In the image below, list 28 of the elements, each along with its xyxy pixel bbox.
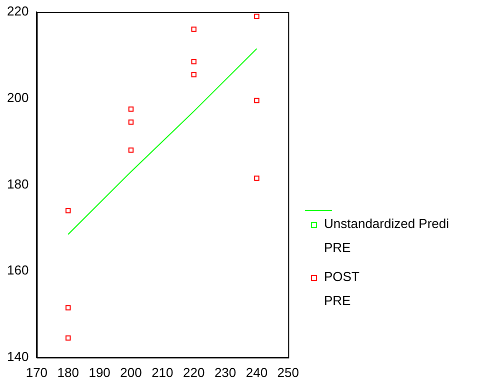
point bbox=[191, 72, 196, 78]
legend-label: POST PRE bbox=[324, 268, 360, 310]
point bbox=[191, 59, 196, 64]
point bbox=[66, 305, 71, 310]
y-tick-label: 180 bbox=[6, 176, 29, 192]
y-tick-label: 220 bbox=[6, 4, 29, 19]
y-tick-label: 160 bbox=[6, 262, 29, 278]
x-tick-label: 240 bbox=[246, 364, 268, 380]
point bbox=[254, 98, 260, 104]
point bbox=[191, 26, 196, 32]
x-tick-label: 250 bbox=[277, 364, 300, 380]
legend-label: Unstandardized Predi PRE bbox=[324, 215, 450, 257]
point bbox=[66, 208, 71, 214]
x-tick-label: 200 bbox=[120, 364, 142, 380]
point bbox=[128, 119, 134, 125]
x-tick-label: 180 bbox=[57, 364, 79, 380]
point bbox=[128, 106, 134, 112]
x-tick-label: 170 bbox=[26, 364, 48, 380]
point bbox=[128, 148, 134, 153]
point bbox=[254, 14, 260, 19]
point bbox=[66, 335, 71, 341]
point bbox=[254, 176, 260, 181]
y-tick-label: 200 bbox=[6, 90, 29, 105]
y-tick-label: 140 bbox=[6, 348, 29, 364]
x-tick-label: 220 bbox=[183, 364, 205, 380]
x-tick-label: 190 bbox=[88, 364, 110, 380]
x-tick-label: 230 bbox=[214, 364, 236, 380]
x-tick-label: 210 bbox=[152, 364, 174, 380]
